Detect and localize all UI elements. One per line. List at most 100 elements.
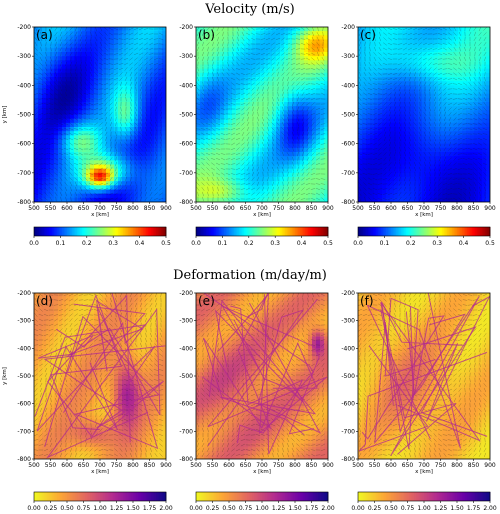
heatmap-cell xyxy=(220,27,225,32)
heatmap-cell xyxy=(138,118,143,124)
heatmap-cell xyxy=(288,64,293,70)
arrow xyxy=(280,32,286,36)
arrow xyxy=(70,81,72,87)
heatmap-cell xyxy=(312,156,317,161)
heatmap-cell xyxy=(474,27,479,32)
arrow xyxy=(311,137,315,141)
heatmap-cell xyxy=(118,147,123,153)
heatmap-cell xyxy=(280,89,285,95)
heatmap-cell xyxy=(284,181,289,186)
arrow xyxy=(230,147,236,151)
arrow xyxy=(245,97,251,101)
heatmap-cell xyxy=(220,147,225,153)
heatmap-cell xyxy=(224,43,229,49)
arrow xyxy=(114,171,118,177)
heatmap-cell xyxy=(320,106,325,111)
heatmap-cell xyxy=(98,156,103,161)
heatmap-cell xyxy=(42,106,47,111)
heatmap-cell xyxy=(122,72,127,78)
heatmap-cell xyxy=(442,60,447,65)
arrow xyxy=(305,32,311,36)
arrow xyxy=(266,67,270,71)
arrow xyxy=(260,43,266,45)
heatmap-cell xyxy=(150,193,155,199)
arrow xyxy=(34,27,38,32)
heatmap-cell xyxy=(446,52,451,57)
arrow xyxy=(202,41,204,47)
arrow xyxy=(34,32,38,36)
arrow xyxy=(120,111,122,117)
heatmap-cell xyxy=(316,81,321,86)
heatmap-cell xyxy=(292,77,297,82)
heatmap-cell xyxy=(232,185,237,190)
heatmap-cell xyxy=(46,85,51,90)
heatmap-cell xyxy=(280,102,285,107)
arrow xyxy=(230,77,236,81)
heatmap-cell xyxy=(284,118,289,124)
heatmap-cell xyxy=(126,81,131,86)
heatmap-cell xyxy=(122,68,127,74)
heatmap-cell xyxy=(324,56,328,61)
arrow xyxy=(305,53,311,55)
arrow xyxy=(134,116,138,122)
arrow xyxy=(231,87,235,91)
heatmap-cell xyxy=(118,172,123,178)
heatmap-cell xyxy=(114,39,119,45)
arrow xyxy=(221,76,225,82)
heatmap-cell xyxy=(316,31,321,36)
heatmap-cell xyxy=(300,68,305,74)
arrow xyxy=(114,72,118,76)
heatmap-cell xyxy=(122,156,127,161)
heatmap-cell xyxy=(90,106,95,111)
arrow xyxy=(196,97,200,101)
heatmap-cell xyxy=(106,147,111,153)
heatmap-cell xyxy=(260,168,265,174)
heatmap-cell xyxy=(284,197,289,202)
heatmap-cell xyxy=(284,39,289,45)
heatmap-cell xyxy=(320,197,325,202)
y-tick-label: -500 xyxy=(17,112,31,119)
arrow xyxy=(310,93,316,95)
heatmap-cell xyxy=(70,135,75,140)
heatmap-cell xyxy=(106,164,111,170)
heatmap-cell xyxy=(146,168,151,174)
heatmap-cell xyxy=(312,197,317,202)
heatmap-cell xyxy=(236,110,241,115)
arrow xyxy=(108,72,114,76)
arrow xyxy=(99,52,103,56)
heatmap-cell xyxy=(244,81,249,86)
arrow xyxy=(222,31,224,37)
heatmap-cell xyxy=(236,31,241,36)
heatmap-cell xyxy=(414,60,419,65)
heatmap-cell xyxy=(260,189,265,195)
heatmap-cell xyxy=(78,122,83,128)
heatmap-cell xyxy=(42,164,47,170)
heatmap-cell xyxy=(46,164,51,170)
heatmap-cell xyxy=(102,68,107,74)
heatmap-cell xyxy=(86,135,91,140)
arrow xyxy=(48,103,54,105)
heatmap-cell xyxy=(142,85,147,90)
arrow xyxy=(300,63,306,65)
heatmap-cell xyxy=(220,60,225,65)
heatmap-cell xyxy=(122,122,127,128)
heatmap-cell xyxy=(308,168,313,174)
heatmap-cell xyxy=(150,47,155,53)
heatmap-cell xyxy=(134,77,139,82)
heatmap-cell xyxy=(118,27,123,32)
heatmap-cell xyxy=(158,181,163,186)
heatmap-cell xyxy=(66,27,71,32)
heatmap-cell xyxy=(158,172,163,178)
arrow xyxy=(74,31,78,37)
heatmap-cell xyxy=(134,43,139,49)
heatmap-cell xyxy=(118,114,123,120)
heatmap-cell xyxy=(296,35,301,40)
heatmap-cell xyxy=(220,47,225,53)
heatmap-cell xyxy=(414,56,419,61)
heatmap-cell xyxy=(252,35,257,40)
heatmap-cell xyxy=(264,64,269,70)
heatmap-cell xyxy=(38,72,43,78)
heatmap-cell xyxy=(454,60,459,65)
heatmap-cell xyxy=(438,39,443,45)
heatmap-cell xyxy=(154,43,159,49)
